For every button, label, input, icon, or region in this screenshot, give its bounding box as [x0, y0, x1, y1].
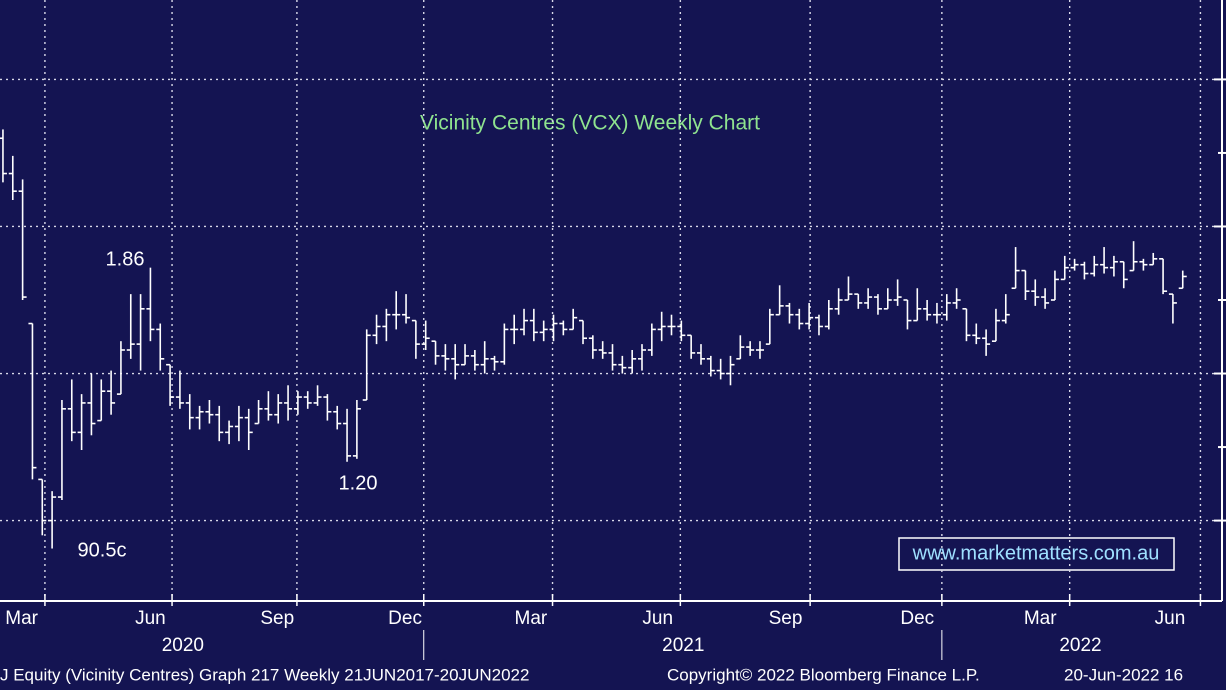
x-tick-label: Sep [769, 608, 803, 629]
annotation: 90.5c [78, 539, 127, 561]
watermark: www.marketmatters.com.au [912, 542, 1160, 564]
watermark-box [898, 537, 1175, 571]
x-tick-label: Dec [388, 608, 422, 629]
x-tick-label: Mar [5, 608, 38, 629]
annotation: 1.86 [106, 248, 145, 270]
year-label: 2021 [662, 635, 704, 656]
footer-date: 20-Jun-2022 16 [1064, 665, 1183, 684]
x-tick-label: Jun [642, 608, 673, 629]
x-tick-label: Jun [135, 608, 166, 629]
year-label: 2020 [162, 635, 204, 656]
chart-title: Vicinity Centres (VCX) Weekly Chart [420, 112, 760, 135]
footer-left: J Equity (Vicinity Centres) Graph 217 We… [0, 665, 529, 684]
x-tick-label: Mar [1024, 608, 1057, 629]
annotation: 1.20 [339, 472, 378, 494]
x-tick-label: Mar [515, 608, 548, 629]
footer-copyright: Copyright© 2022 Bloomberg Finance L.P. [667, 665, 980, 684]
x-tick-label: Dec [900, 608, 934, 629]
year-label: 2022 [1059, 635, 1101, 656]
x-tick-label: Jun [1155, 608, 1186, 629]
x-tick-label: Sep [260, 608, 294, 629]
